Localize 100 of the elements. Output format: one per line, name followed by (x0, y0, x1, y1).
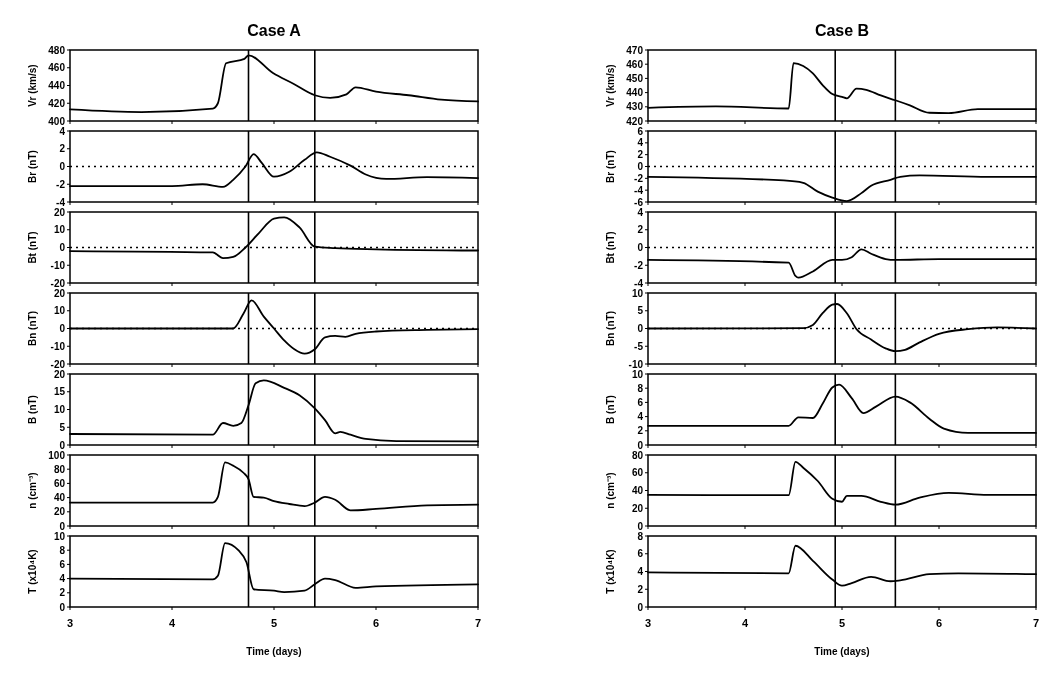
y-axis-title: Vr (km/s) (27, 64, 38, 107)
y-tick-label: 0 (637, 520, 644, 532)
y-tick-label: -6 (634, 196, 644, 208)
y-axis-title: B (nT) (27, 395, 38, 424)
y-tick-label: 4 (637, 566, 644, 577)
y-tick-label: 6 (637, 548, 644, 560)
y-axis-title: Br (nT) (605, 150, 616, 183)
y-tick-label: 8 (637, 530, 644, 542)
y-tick-label: 6 (59, 558, 66, 570)
y-axis-title: Bt (nT) (27, 231, 38, 264)
y-tick-label: 8 (59, 544, 66, 556)
y-tick-label: 80 (631, 449, 644, 461)
y-tick-label: 0 (59, 323, 66, 334)
y-tick-label: 2 (59, 587, 66, 599)
x-tick-label: 5 (270, 617, 278, 629)
y-axis-title: Br (nT) (27, 150, 38, 183)
y-tick-label: 460 (626, 58, 644, 70)
x-axis-title: Time (days) (814, 646, 870, 657)
y-axis-title: n (cm⁻³) (27, 472, 38, 509)
y-tick-label: 6 (637, 125, 644, 137)
y-tick-label: 470 (626, 44, 644, 56)
y-axis-title: B (nT) (605, 395, 616, 424)
y-tick-label: -10 (628, 358, 644, 370)
y-tick-label: 0 (59, 439, 66, 451)
x-tick-label: 5 (838, 617, 846, 629)
y-tick-label: 8 (637, 382, 644, 394)
y-tick-label: 10 (631, 287, 644, 299)
y-tick-label: 60 (53, 477, 66, 489)
y-tick-label: 20 (53, 206, 66, 218)
y-tick-label: 4 (637, 411, 644, 423)
y-tick-label: 440 (48, 80, 66, 91)
y-tick-label: 10 (53, 404, 66, 415)
y-axis-title: T (x10⁴K) (27, 549, 38, 594)
y-axis-title: T (x10⁴K) (605, 549, 616, 594)
y-axis-title: Bn (nT) (27, 311, 38, 346)
y-tick-label: -5 (634, 340, 644, 352)
y-tick-label: 0 (637, 601, 644, 613)
y-tick-label: 480 (48, 44, 66, 56)
y-tick-label: 0 (637, 161, 644, 172)
y-tick-label: -20 (50, 358, 66, 370)
y-axis-title: Vr (km/s) (605, 64, 616, 107)
y-tick-label: 0 (637, 323, 644, 334)
chart-title: Case B (814, 22, 870, 39)
y-tick-label: 40 (631, 485, 644, 496)
x-tick-label: 4 (741, 617, 749, 629)
y-tick-label: 20 (53, 368, 66, 380)
y-tick-label: 2 (637, 149, 644, 161)
y-tick-label: 2 (637, 224, 644, 236)
y-tick-label: -2 (56, 178, 66, 190)
y-tick-label: 10 (53, 224, 66, 236)
y-tick-label: -10 (50, 259, 66, 271)
y-tick-label: 4 (59, 573, 66, 585)
y-tick-label: 10 (53, 305, 66, 317)
y-tick-label: 10 (53, 530, 66, 542)
x-tick-label: 6 (935, 617, 943, 629)
y-tick-label: 5 (59, 421, 66, 433)
y-tick-label: 10 (631, 368, 644, 380)
y-tick-label: 420 (48, 97, 66, 109)
y-tick-label: 0 (637, 439, 644, 451)
y-tick-label: 0 (637, 242, 644, 253)
y-tick-label: 40 (53, 492, 66, 504)
y-tick-label: -10 (50, 340, 66, 352)
x-tick-label: 3 (66, 617, 74, 629)
x-tick-label: 6 (372, 617, 380, 629)
y-tick-label: 2 (637, 425, 644, 437)
y-tick-label: 0 (59, 242, 66, 253)
y-axis-title: Bt (nT) (605, 231, 616, 264)
y-tick-label: 20 (53, 506, 66, 518)
y-tick-label: 20 (631, 502, 644, 514)
y-tick-label: 430 (626, 101, 644, 113)
y-tick-label: 20 (53, 287, 66, 299)
y-tick-label: 460 (48, 62, 66, 74)
y-tick-label: 440 (626, 87, 644, 99)
y-tick-label: 400 (48, 115, 66, 127)
x-tick-label: 7 (474, 617, 482, 629)
y-tick-label: 5 (637, 305, 644, 317)
y-tick-label: -20 (50, 277, 66, 289)
y-tick-label: -4 (56, 196, 66, 208)
y-tick-label: 0 (59, 161, 66, 172)
y-tick-label: 450 (626, 72, 644, 84)
y-tick-label: 15 (53, 386, 66, 398)
y-tick-label: 100 (48, 449, 66, 461)
y-tick-label: -2 (634, 172, 644, 184)
y-tick-label: 4 (59, 125, 66, 137)
x-tick-label: 4 (168, 617, 176, 629)
y-tick-label: 60 (631, 467, 644, 479)
y-tick-label: 4 (637, 137, 644, 149)
y-tick-label: 2 (637, 583, 644, 595)
x-axis-title: Time (days) (246, 646, 302, 657)
x-tick-label: 3 (644, 617, 652, 629)
x-tick-label: 7 (1032, 617, 1040, 629)
y-tick-label: 6 (637, 396, 644, 408)
y-tick-label: 80 (53, 463, 66, 475)
chart-title: Case A (247, 22, 302, 39)
y-tick-label: -4 (634, 277, 644, 289)
y-tick-label: -4 (634, 184, 644, 196)
y-axis-title: n (cm⁻³) (605, 472, 616, 509)
y-tick-label: -2 (634, 259, 644, 271)
y-tick-label: 0 (59, 601, 66, 613)
y-axis-title: Bn (nT) (605, 311, 616, 346)
